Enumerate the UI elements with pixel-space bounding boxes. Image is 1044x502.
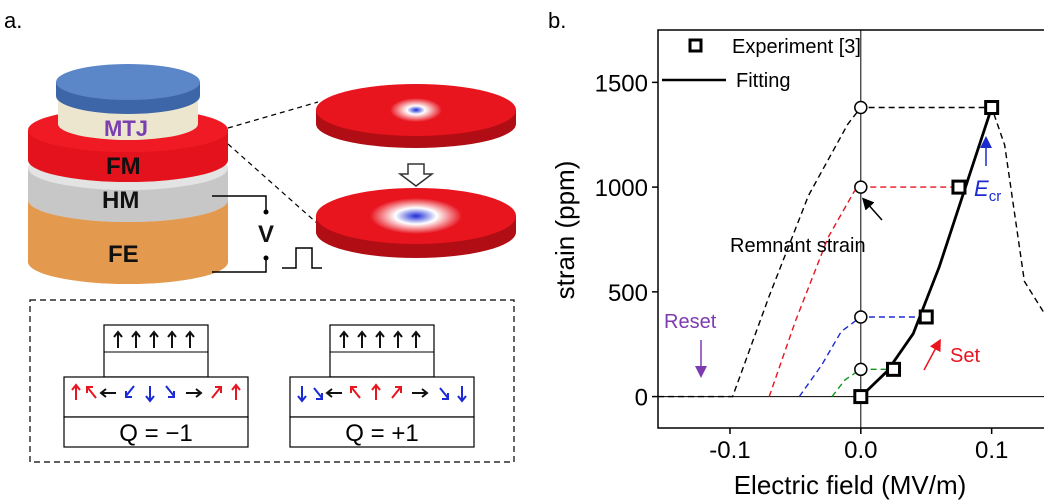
fe-layer <box>28 200 228 284</box>
mtj-label: MTJ <box>104 116 148 141</box>
set-arrow <box>923 338 941 371</box>
dashed-curve-4 <box>798 316 927 398</box>
x-tick-label: -0.1 <box>709 437 750 464</box>
x-tick-label: 0.0 <box>844 437 877 464</box>
panel-a-label: a. <box>4 8 22 33</box>
spin-diagram-left: Q = −1 <box>63 324 249 448</box>
legend-experiment-label: Experiment [3] <box>732 36 861 58</box>
device-stack: MTJ FM HM FE <box>28 64 228 284</box>
skyrmion-disk-large <box>316 188 516 258</box>
x-axis-title: Electric field (MV/m) <box>734 470 967 500</box>
set-label: Set <box>950 345 980 367</box>
skyrmion-disk-small <box>316 84 516 148</box>
terminal-bottom <box>263 255 269 261</box>
panel-b-label: b. <box>548 8 566 33</box>
experiment-point <box>886 361 902 377</box>
y-tick-label: 1500 <box>595 70 648 97</box>
legend-experiment-marker <box>688 38 703 53</box>
transition-arrow-icon <box>397 163 435 187</box>
fitting-line <box>859 107 994 398</box>
experiment-point <box>984 100 1000 116</box>
ecr-label: Ecr <box>974 176 1001 205</box>
q-plus-label: Q = +1 <box>345 420 418 447</box>
zoom-line-bottom <box>227 143 319 225</box>
fe-label: FE <box>108 241 139 268</box>
remnant-strain-label: Remnant strain <box>730 235 866 257</box>
experiment-point <box>918 309 934 325</box>
y-tick-label: 1000 <box>595 175 648 202</box>
experiment-point <box>951 179 967 195</box>
y-tick-label: 0 <box>635 385 648 412</box>
zoom-line-top <box>227 101 319 129</box>
y-axis-title: strain (ppm) <box>550 161 580 300</box>
remnant-point <box>854 362 868 377</box>
hm-label: HM <box>102 187 139 214</box>
spin-diagram-right: Q = +1 <box>289 324 475 448</box>
x-tick-label: 0.1 <box>975 437 1008 464</box>
y-tick-label: 500 <box>608 280 648 307</box>
q-minus-label: Q = −1 <box>119 420 192 447</box>
reset-label: Reset <box>664 311 717 333</box>
dashed-curve-5 <box>831 368 894 398</box>
remnant-point <box>854 310 868 324</box>
legend: Experiment [3] Fitting <box>662 36 861 92</box>
legend-fitting-label: Fitting <box>736 70 790 92</box>
plot-frame <box>657 29 1044 429</box>
remnant-point <box>854 180 868 194</box>
spin-texture-frame <box>29 299 515 463</box>
dashed-curve-2 <box>658 106 1044 398</box>
strain-chart: 0 500 1000 1500 -0.1 0.0 0.1 <box>595 29 1044 464</box>
remnant-arrow <box>862 197 883 221</box>
terminal-top <box>263 209 269 215</box>
fm-label: FM <box>106 153 141 180</box>
voltage-circuit <box>212 195 322 273</box>
voltage-label: V <box>258 221 274 248</box>
remnant-point <box>854 100 868 115</box>
experiment-point <box>853 389 869 405</box>
